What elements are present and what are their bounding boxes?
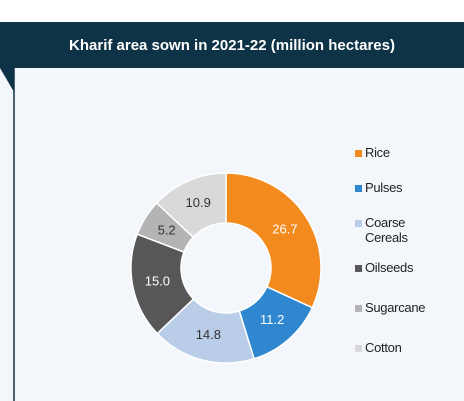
chart-title: Kharif area sown in 2021-22 (million hec…: [69, 37, 395, 54]
legend-label: Coarse Cereals: [365, 215, 408, 245]
legend-label: Pulses: [365, 180, 403, 195]
legend-label: Rice: [365, 145, 390, 160]
donut-segment: [225, 172, 322, 309]
legend-label: Cotton: [365, 340, 402, 355]
legend-swatch: [355, 265, 362, 272]
legend-label: Sugarcane: [365, 300, 426, 315]
data-label: 11.2: [260, 312, 284, 327]
legend-swatch: [355, 150, 362, 157]
data-label: 15.0: [145, 273, 170, 288]
legend-label: Oilseeds: [365, 260, 414, 275]
header-band: [0, 22, 464, 68]
legend-swatch: [355, 345, 362, 352]
legend-item: Cotton: [355, 340, 415, 355]
legend-swatch: [355, 220, 362, 227]
donut-segment: [155, 172, 227, 239]
data-label: 14.8: [196, 327, 221, 342]
corner-triangle: [0, 68, 14, 92]
data-label: 26.7: [272, 222, 297, 237]
legend-swatch: [355, 185, 362, 192]
legend-swatch: [355, 305, 362, 312]
legend-item: Pulses: [355, 180, 415, 195]
legend-item: Sugarcane: [355, 300, 426, 315]
data-label: 5.2: [158, 222, 176, 237]
data-label: 10.9: [186, 195, 211, 210]
legend-item: Coarse Cereals: [355, 215, 415, 245]
legend-item: Rice: [355, 145, 415, 160]
legend-item: Oilseeds: [355, 260, 415, 275]
